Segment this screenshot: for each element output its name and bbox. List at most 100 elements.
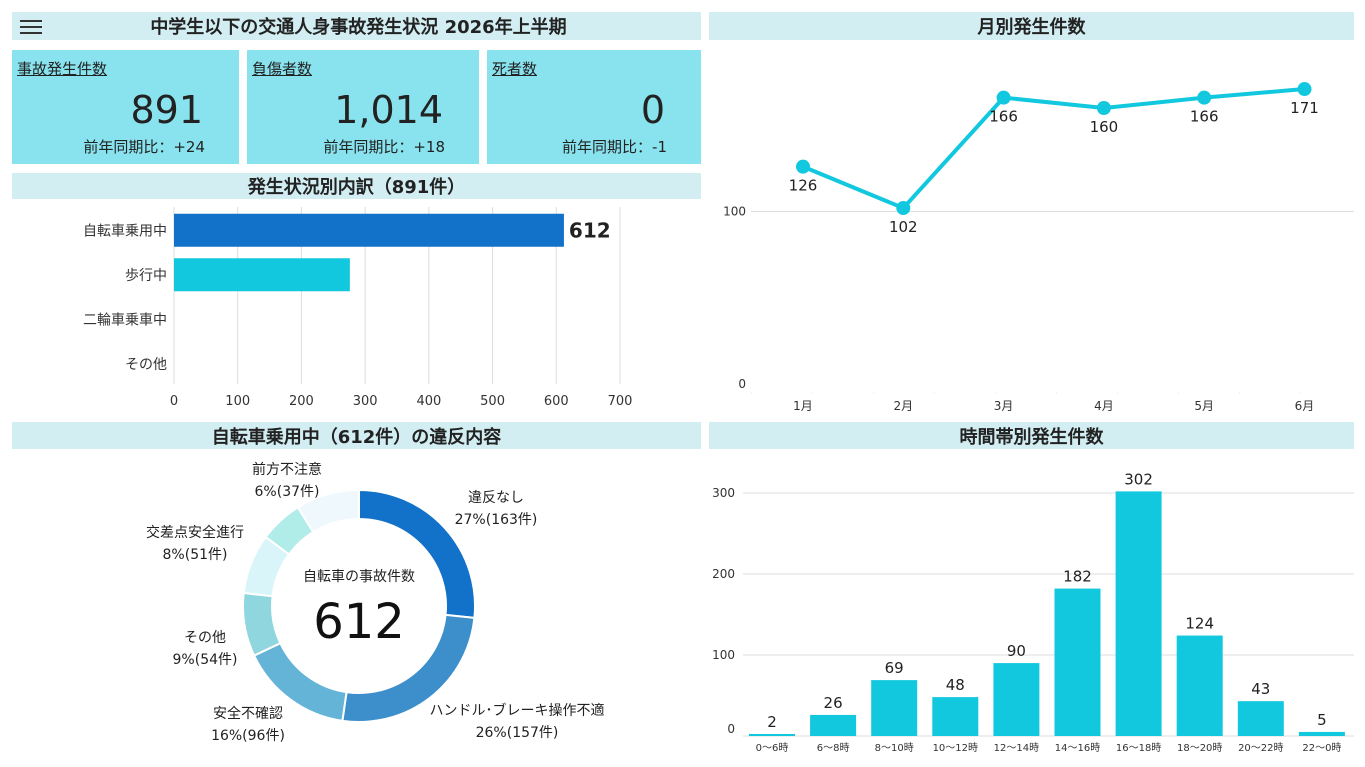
kpi-comparison: 前年同期比：-1	[562, 138, 667, 156]
x-tick-label: 12～14時	[994, 742, 1039, 754]
slice-name-label: その他	[184, 630, 226, 646]
x-tick-label: 6～8時	[817, 742, 850, 754]
data-label: 166	[1190, 108, 1219, 126]
monthly-chart-title: 月別発生件数	[709, 12, 1354, 40]
data-label: 102	[889, 218, 918, 236]
kpi-comparison: 前年同期比：+24	[83, 138, 205, 156]
bar	[993, 663, 1040, 736]
data-label: 160	[1090, 118, 1119, 136]
x-tick-label: 3月	[994, 399, 1014, 413]
data-label: 48	[946, 676, 965, 694]
data-label: 69	[885, 659, 904, 677]
x-tick-label: 0	[170, 394, 178, 409]
x-tick-label: 2月	[893, 399, 913, 413]
kpi-label[interactable]: 事故発生件数	[17, 60, 108, 78]
bar	[749, 734, 795, 736]
kpi-card-deaths: 死者数 0 前年同期比：-1	[487, 50, 701, 164]
hourly-bar-chart: 0 100 200 300 2 0～6時 26 6～8時 69 8～10時 48 10～12時 90 12…	[712, 470, 1354, 754]
x-tick-label: 16～18時	[1116, 742, 1161, 754]
slice-name-label: 交差点安全進行	[146, 524, 244, 541]
data-label: 166	[989, 108, 1018, 126]
donut-center-value: 612	[313, 594, 405, 650]
bar	[871, 680, 918, 736]
bar	[1115, 491, 1162, 736]
kpi-comparison: 前年同期比：+18	[323, 138, 445, 156]
data-point	[1096, 101, 1111, 115]
x-tick-label: 300	[353, 394, 378, 409]
kpi-label[interactable]: 負傷者数	[252, 60, 313, 78]
donut-slice	[296, 488, 360, 534]
kpi-label[interactable]: 死者数	[492, 60, 538, 78]
data-point	[1197, 90, 1212, 105]
x-tick-label: 600	[544, 394, 569, 409]
x-tick-label: 0～6時	[756, 742, 789, 754]
y-tick-label: 300	[712, 486, 735, 500]
violations-donut-chart: 自転車の事故件数 612 違反なし 27%(163件) ハンドル･ブレーキ操作不適 26%…	[146, 461, 605, 744]
y-tick-label: 100	[723, 205, 746, 219]
slice-value-label: 26%(157件)	[476, 725, 559, 741]
bar	[174, 213, 564, 247]
data-label: 126	[789, 177, 818, 195]
slice-value-label: 6%(37件)	[255, 484, 320, 500]
breakdown-chart-title: 発生状況別内訳（891件）	[12, 173, 701, 199]
data-label: 302	[1124, 470, 1153, 488]
x-tick-label: 20～22時	[1238, 742, 1283, 754]
x-tick-label: 500	[480, 394, 505, 409]
data-label: 182	[1063, 568, 1092, 586]
kpi-value: 1,014	[334, 88, 443, 132]
x-tick-label: 6月	[1295, 399, 1315, 413]
data-label: 124	[1185, 615, 1214, 633]
hourly-chart-title: 時間帯別発生件数	[709, 422, 1354, 449]
x-tick-label: 4月	[1094, 399, 1114, 413]
breakdown-bar-chart: 0 100 200 300 400 500 600 700 自転車乗用中 612 歩行中二輪車乗車中…	[83, 207, 633, 409]
y-tick-label: 100	[712, 648, 735, 662]
data-point	[896, 201, 911, 216]
slice-value-label: 27%(163件)	[455, 512, 538, 528]
x-tick-label: 100	[225, 394, 250, 409]
x-tick-label: 18～20時	[1177, 742, 1222, 754]
slice-value-label: 9%(54件)	[173, 652, 238, 668]
dashboard-title-bar: 中学生以下の交通人身事故発生状況 2026年上半期	[12, 12, 701, 40]
x-tick-label: 200	[289, 394, 314, 409]
data-label: 171	[1290, 99, 1319, 117]
hamburger-menu-icon[interactable]	[18, 18, 44, 36]
data-point	[996, 90, 1011, 105]
x-tick-label: 10～12時	[933, 742, 978, 754]
x-tick-label: 22～0時	[1302, 742, 1341, 754]
slice-name-label: 安全不確認	[213, 705, 283, 722]
slice-name-label: 違反なし	[468, 490, 524, 506]
slice-value-label: 16%(96件)	[211, 728, 285, 744]
y-tick-label: 0	[727, 722, 735, 736]
bar	[1298, 731, 1345, 736]
bar	[810, 714, 857, 736]
x-tick-label: 400	[416, 394, 441, 409]
y-tick-label: 200	[712, 567, 735, 581]
data-label: 43	[1251, 680, 1270, 698]
bar	[174, 258, 350, 292]
x-tick-label: 14～16時	[1055, 742, 1100, 754]
data-point	[796, 159, 810, 174]
kpi-card-accidents: 事故発生件数 891 前年同期比：+24	[12, 50, 239, 164]
kpi-card-injured: 負傷者数 1,014 前年同期比：+18	[247, 50, 479, 164]
dashboard-title: 中学生以下の交通人身事故発生状況 2026年上半期	[150, 17, 567, 38]
data-label: 90	[1007, 642, 1026, 660]
monthly-line-chart: 0 100 126 1月 102 2月 166 3月 160 4月 166 5月 171 6月	[723, 82, 1354, 413]
data-label: 2	[767, 713, 777, 731]
data-label: 26	[824, 694, 843, 712]
bar	[1176, 635, 1223, 736]
series-line	[802, 87, 1305, 211]
bar	[1054, 588, 1101, 736]
category-label: 二輪車乗車中	[83, 311, 167, 328]
bar	[932, 697, 979, 736]
data-label: 612	[569, 218, 611, 242]
slice-name-label: 前方不注意	[252, 461, 322, 478]
x-tick-label: 700	[608, 394, 633, 409]
x-tick-label: 5月	[1194, 399, 1214, 413]
data-label: 5	[1317, 711, 1327, 729]
kpi-value: 0	[640, 88, 665, 132]
category-label: 自転車乗用中	[83, 222, 167, 239]
violations-chart-title: 自転車乗用中（612件）の違反内容	[12, 422, 701, 449]
x-tick-label: 8～10時	[875, 742, 914, 754]
data-point	[1297, 82, 1312, 97]
donut-center-label: 自転車の事故件数	[303, 568, 415, 585]
